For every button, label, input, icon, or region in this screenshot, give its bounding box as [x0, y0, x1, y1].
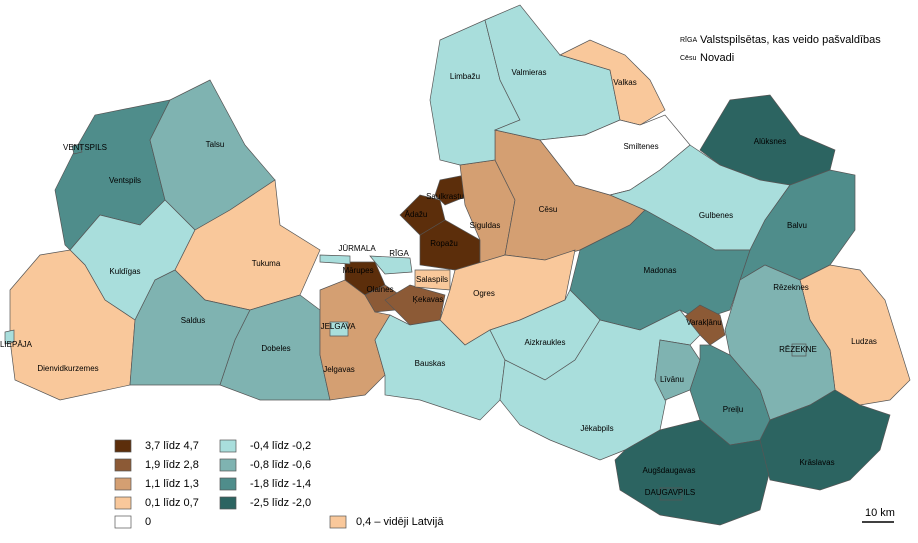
region-label: Bauskas: [415, 359, 446, 368]
region-label: Jēkabpils: [580, 424, 613, 433]
key-text: Valstspilsētas, kas veido pašvaldības: [700, 34, 881, 46]
legend-swatch: [114, 477, 132, 491]
legend-swatch: [114, 458, 132, 472]
legend-swatch: [219, 496, 237, 510]
region-label: Preiļu: [723, 405, 743, 414]
region: [559, 39, 666, 126]
region-label: VENTSPILS: [63, 143, 107, 152]
legend-label: 0,1 līdz 0,7: [145, 497, 199, 509]
region-label: Madonas: [644, 266, 677, 275]
region-label: Limbažu: [450, 72, 480, 81]
region: [4, 329, 15, 345]
region-label: Dienvidkurzemes: [37, 364, 98, 373]
region: [791, 343, 807, 357]
region-label: Saldus: [181, 316, 205, 325]
region-label: Augšdaugavas: [643, 466, 696, 475]
region-label: Salaspils: [416, 275, 448, 284]
region-label: Cēsu: [539, 205, 558, 214]
legend-swatch: [114, 439, 132, 453]
region-label: JŪRMALA: [338, 244, 376, 253]
region: [319, 254, 351, 265]
legend-label: 0: [145, 516, 151, 528]
region-label: Talsu: [206, 140, 225, 149]
region: [759, 389, 891, 491]
legend: 3,7 līdz 4,7 1,9 līdz 2,8 1,1 līdz 1,3 0,1 …: [114, 439, 444, 529]
region-label: Smiltenes: [623, 142, 658, 151]
legend-label: 1,1 līdz 1,3: [145, 478, 199, 490]
region-label: Ludzas: [851, 337, 877, 346]
region-label: Ogres: [473, 289, 495, 298]
region-label: Balvu: [787, 221, 807, 230]
legend-label: -0,8 līdz -0,6: [250, 459, 311, 471]
region-label: Kuldīgas: [109, 267, 140, 276]
region-label: Ķekavas: [413, 295, 444, 304]
legend-label: 1,9 līdz 2,8: [145, 459, 199, 471]
legend-swatch: [114, 515, 132, 529]
region: [614, 419, 771, 526]
legend-label: -0,4 līdz -0,2: [250, 440, 311, 452]
legend-swatch: [219, 458, 237, 472]
region-label: Gulbenes: [699, 211, 733, 220]
region-label: DAUGAVPILS: [645, 488, 696, 497]
region-label: Valmieras: [512, 68, 547, 77]
region-label: Valkas: [613, 78, 636, 87]
legend-label: -2,5 līdz -2,0: [250, 497, 311, 509]
legend-swatch: [219, 439, 237, 453]
region: [329, 321, 349, 337]
region-label: Jelgavas: [323, 365, 355, 374]
region: [434, 174, 471, 206]
legend-label: 3,7 līdz 4,7: [145, 440, 199, 452]
region: [71, 143, 83, 155]
region-label: Dobeles: [261, 344, 290, 353]
region-label: Ādažu: [405, 210, 428, 219]
region: [369, 255, 413, 275]
region-label: Ventspils: [109, 176, 141, 185]
legend-label: 0,4 – vidēji Latvijā: [356, 516, 444, 528]
region-label: Rēzeknes: [773, 283, 809, 292]
key-abbr: RĪGA: [680, 36, 697, 44]
regions: [4, 4, 911, 526]
region-label: Varakļānu: [686, 318, 721, 327]
region-label: Tukuma: [252, 259, 281, 268]
region-label: LIEPĀJA: [0, 340, 33, 349]
region-label: Krāslavas: [799, 458, 834, 467]
region-label: Mārupes: [342, 266, 373, 275]
region-label: RĒZEKNE: [779, 345, 817, 354]
region: [399, 194, 446, 236]
scale-label: 10 km: [865, 507, 895, 519]
region-label: Aizkraukles: [525, 338, 566, 347]
region-label: Saulkrastu: [426, 192, 464, 201]
region-label: Olaines: [366, 285, 393, 294]
region-label: RĪGA: [389, 249, 409, 258]
legend-label: -1,8 līdz -1,4: [250, 478, 311, 490]
key-abbr: Cēsu: [680, 55, 696, 62]
region: [659, 487, 683, 501]
region-labels: Ventspils Talsu Kuldīgas Tukuma Dienvidkurze…: [0, 68, 877, 497]
legend-swatch: [329, 515, 347, 529]
region-label: Ropažu: [430, 239, 458, 248]
region-label: JELGAVA: [321, 322, 356, 331]
region-label: Siguldas: [470, 221, 501, 230]
legend-swatch: [219, 477, 237, 491]
key-text: Novadi: [700, 52, 734, 64]
region-label: Alūksnes: [754, 137, 786, 146]
legend-swatch: [114, 496, 132, 510]
region-label: Līvānu: [660, 375, 684, 384]
